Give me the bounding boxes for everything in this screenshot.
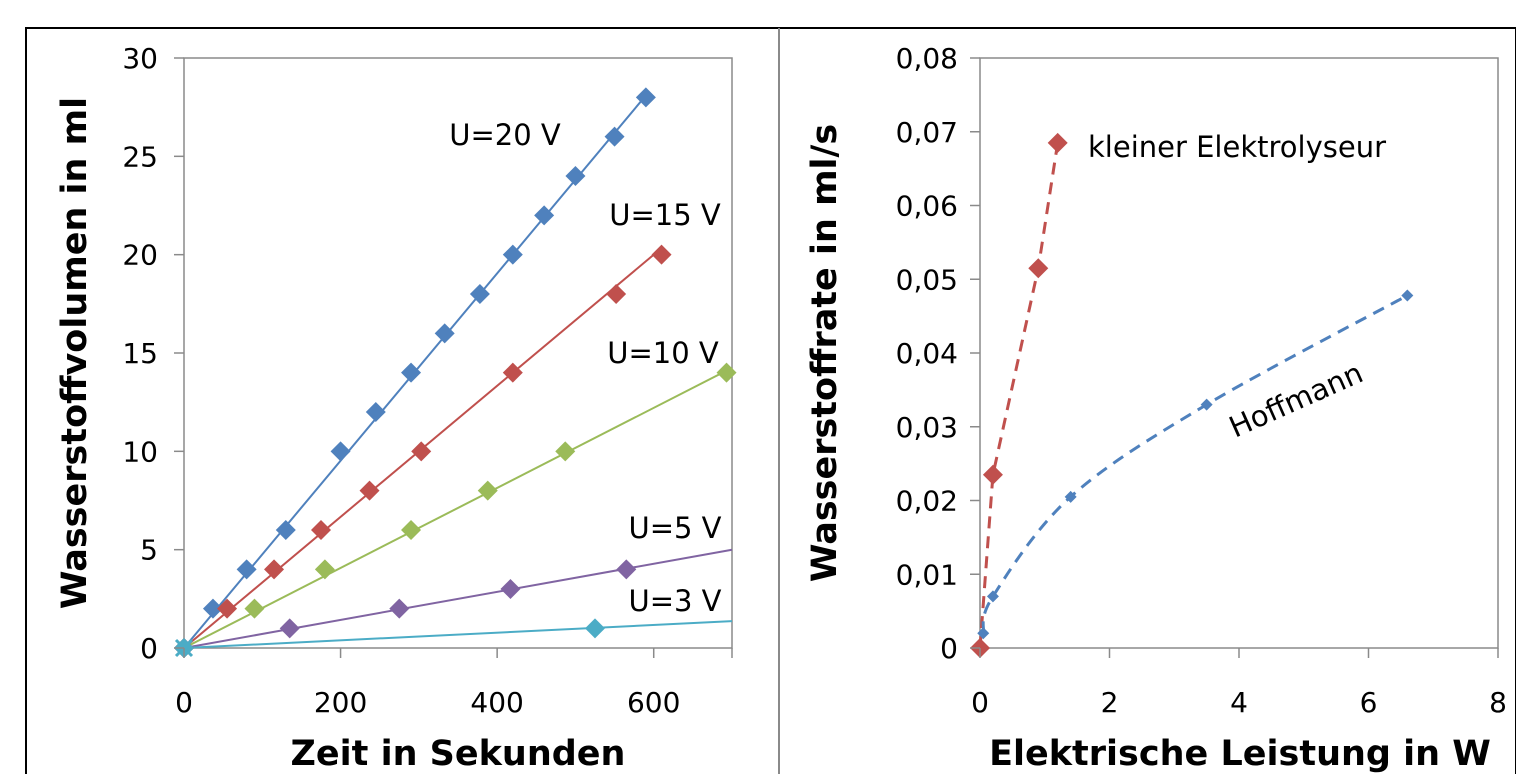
left-x-tick-label: 400 <box>470 686 523 719</box>
point-u-10-v <box>314 559 335 580</box>
right-x-axis-title: Elektrische Leistung in W <box>989 734 1491 774</box>
left-x-tick-label: 0 <box>175 686 193 719</box>
right-y-tick-label: 0,05 <box>896 263 958 296</box>
left-annotations: U=20 V U=15 V U=10 V U=5 V U=3 V <box>449 118 721 618</box>
point-u-20-v <box>534 205 555 226</box>
point-u-15-v <box>411 441 432 462</box>
point-u-15-v <box>264 559 285 580</box>
point-u-5-v <box>389 598 410 619</box>
point-u-20-v <box>236 559 257 580</box>
right-y-tick-label: 0,01 <box>896 558 958 591</box>
left-y-ticks: 0 5 10 15 20 25 30 <box>122 42 184 665</box>
left-y-axis-title: Wasserstoffvolumen in ml <box>55 97 95 609</box>
series-label-u-5-v: U=5 V <box>628 511 721 545</box>
point-u-5-v <box>500 579 521 599</box>
left-x-tick-label: 600 <box>627 686 680 719</box>
point-u-15-v <box>217 598 238 619</box>
left-y-tick-label: 0 <box>140 632 158 665</box>
point-u-15-v <box>502 362 523 383</box>
point-u-10-v <box>555 441 576 462</box>
fit-line-u-5-v <box>183 548 733 649</box>
left-x-axis-title: Zeit in Sekunden <box>291 734 626 774</box>
point-u-20-v <box>502 244 523 265</box>
point-u-15-v <box>311 520 331 540</box>
right-y-tick-label: 0,03 <box>896 411 958 444</box>
fit-line-u-3-v <box>183 620 733 649</box>
point-u-20-v <box>434 323 455 344</box>
right-points <box>970 132 1414 658</box>
series-label-u-15-v: U=15 V <box>609 198 721 232</box>
point-u-10-v <box>716 362 737 383</box>
series-label-kleiner-elektrolyseur: kleiner Elektrolyseur <box>1088 130 1386 164</box>
right-x-tick-label: 8 <box>1489 686 1507 719</box>
right-y-tick-label: 0 <box>940 632 958 665</box>
right-y-tick-label: 0,06 <box>896 190 958 223</box>
point-u-15-v <box>606 284 627 304</box>
left-y-tick-label: 10 <box>122 435 158 468</box>
point-u-10-v <box>477 480 498 501</box>
right-y-tick-label: 0,02 <box>896 485 958 518</box>
left-x-ticks: 0 200 400 600 <box>175 648 733 719</box>
point-u-10-v <box>244 598 265 619</box>
left-y-tick-label: 30 <box>122 42 158 75</box>
right-x-tick-label: 6 <box>1360 686 1378 719</box>
point-hoffmann <box>977 627 990 640</box>
point-u-5-v <box>279 618 300 639</box>
point-kleiner-elektrolyseur <box>982 464 1003 485</box>
point-kleiner-elektrolyseur <box>1047 132 1068 153</box>
point-hoffmann <box>1064 490 1077 503</box>
left-y-tick-label: 25 <box>122 140 158 173</box>
point-u-10-v <box>401 520 422 540</box>
point-hoffmann <box>986 590 999 603</box>
left-y-tick-label: 20 <box>122 239 158 272</box>
right-x-tick-label: 4 <box>1230 686 1248 719</box>
right-y-tick-label: 0,04 <box>896 337 958 370</box>
right-y-axis-title: Wasserstoffrate in ml/s <box>805 124 845 582</box>
point-u-20-v <box>202 598 223 619</box>
left-y-tick-label: 5 <box>140 534 158 567</box>
right-x-tick-label: 0 <box>971 686 989 719</box>
point-u-20-v <box>275 520 296 540</box>
left-x-tick-label: 200 <box>314 686 367 719</box>
point-u-20-v <box>365 402 386 422</box>
right-y-ticks: 0 0,01 0,02 0,03 0,04 0,05 0,06 0,07 0,08 <box>896 42 980 665</box>
point-hoffmann <box>1200 398 1213 411</box>
point-kleiner-elektrolyseur <box>1028 258 1049 279</box>
series-label-u-10-v: U=10 V <box>607 336 719 370</box>
fit-line-u-10-v <box>183 366 733 649</box>
point-u-20-v <box>604 126 625 147</box>
point-u-20-v <box>469 284 490 304</box>
right-x-tick-label: 2 <box>1101 686 1119 719</box>
right-y-tick-label: 0,08 <box>896 42 958 75</box>
left-chart: 0 5 10 15 20 25 30 0 200 400 600 U=20 V U=15 V U=10… <box>55 42 737 774</box>
line-hoffmann <box>981 294 1409 634</box>
left-y-tick-label: 15 <box>122 337 158 370</box>
series-label-u-20-v: U=20 V <box>449 118 561 152</box>
point-u-20-v <box>330 441 351 462</box>
point-u-3-v <box>585 618 605 639</box>
figure-frame <box>25 27 1516 774</box>
series-label-u-3-v: U=3 V <box>628 584 721 618</box>
right-y-tick-label: 0,07 <box>896 116 958 149</box>
point-hoffmann <box>1401 289 1414 302</box>
point-u-15-v <box>359 480 380 501</box>
point-u-20-v <box>635 87 656 108</box>
point-u-5-v <box>616 559 637 580</box>
point-u-20-v <box>565 166 586 186</box>
point-u-20-v <box>401 362 422 383</box>
line-kleiner-elektrolyseur <box>978 142 1060 649</box>
right-series-lines <box>978 142 1409 649</box>
right-x-ticks: 0 2 4 6 8 <box>971 648 1507 719</box>
point-u-15-v <box>651 244 672 265</box>
